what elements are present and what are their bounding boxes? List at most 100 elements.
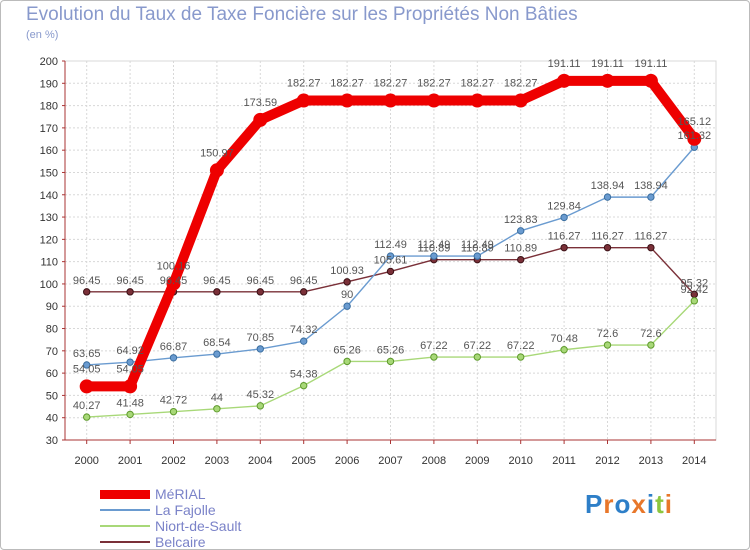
- x-tick-label: 2003: [205, 455, 229, 467]
- y-tick-label: 120: [40, 234, 58, 246]
- y-tick-label: 150: [40, 167, 58, 179]
- data-point: [430, 353, 438, 361]
- data-label: 96.45: [290, 275, 318, 287]
- data-point: [256, 402, 264, 410]
- data-point: [470, 93, 485, 108]
- data-label: 92.42: [681, 284, 709, 296]
- data-label: 45.32: [247, 389, 275, 401]
- logo-letter: i: [646, 489, 656, 519]
- chart-title: Evolution du Taux de Taxe Foncière sur l…: [26, 4, 578, 25]
- x-tick-label: 2004: [248, 455, 272, 467]
- data-point: [126, 288, 134, 296]
- data-label: 72.6: [640, 328, 661, 340]
- data-point: [126, 410, 134, 419]
- data-label: 165.12: [677, 116, 711, 128]
- y-tick-label: 160: [40, 145, 58, 157]
- data-point: [687, 131, 702, 146]
- data-label: 64.92: [116, 345, 144, 357]
- y-tick-label: 140: [40, 190, 58, 202]
- chart-unit-label: (en %): [26, 29, 59, 41]
- data-label: 182.27: [374, 78, 408, 90]
- data-point: [386, 267, 395, 276]
- legend-label: Niort-de-Sault: [155, 518, 242, 534]
- data-label: 96.45: [116, 275, 144, 287]
- y-tick-label: 200: [40, 56, 58, 68]
- x-tick-label: 2009: [465, 455, 489, 467]
- legend-swatch: [100, 525, 150, 527]
- data-label: 72.6: [597, 328, 618, 340]
- data-label: 100.93: [330, 265, 364, 277]
- legend-swatch: [100, 509, 150, 511]
- data-label: 96.45: [73, 275, 101, 287]
- data-point: [166, 276, 181, 291]
- y-tick-label: 60: [46, 368, 58, 380]
- x-tick-label: 2012: [595, 455, 619, 467]
- y-tick-label: 170: [40, 123, 58, 135]
- data-point: [209, 163, 224, 178]
- data-point: [690, 297, 698, 305]
- data-label: 96.45: [247, 275, 275, 287]
- data-label: 116.27: [548, 231, 581, 243]
- data-label: 70.85: [247, 332, 275, 344]
- y-tick-label: 130: [40, 212, 58, 224]
- data-label: 112.49: [461, 239, 494, 251]
- data-label: 191.11: [634, 58, 667, 70]
- data-point: [560, 213, 568, 222]
- data-label: 112.49: [374, 239, 407, 251]
- data-point: [517, 255, 525, 264]
- data-label: 66.87: [160, 341, 188, 353]
- data-point: [169, 407, 178, 416]
- data-label: 65.26: [333, 344, 361, 356]
- data-point: [560, 243, 568, 252]
- data-label: 67.22: [507, 340, 535, 352]
- data-label: 173.59: [243, 97, 277, 109]
- legend-label: Belcaire: [155, 534, 206, 550]
- data-label: 123.83: [504, 214, 538, 226]
- data-label: 67.22: [420, 340, 448, 352]
- data-point: [123, 379, 138, 394]
- y-tick-label: 30: [46, 435, 58, 447]
- data-point: [603, 193, 612, 201]
- logo-letter: P: [585, 489, 604, 519]
- x-tick-label: 2008: [422, 455, 446, 467]
- data-label: 116.27: [591, 231, 624, 243]
- data-label: 54.05: [116, 363, 144, 375]
- y-tick-label: 90: [46, 301, 58, 313]
- data-label: 116.27: [634, 231, 667, 243]
- data-point: [647, 193, 655, 201]
- data-point: [300, 381, 308, 390]
- data-point: [83, 413, 91, 421]
- data-point: [603, 243, 612, 252]
- data-point: [473, 252, 481, 260]
- y-tick-label: 180: [40, 101, 58, 113]
- data-point: [256, 288, 264, 296]
- data-label: 191.11: [591, 58, 624, 70]
- data-point: [643, 73, 658, 88]
- data-point: [253, 112, 268, 127]
- data-label: 70.48: [550, 333, 578, 345]
- data-point: [343, 357, 351, 366]
- data-label: 182.27: [287, 78, 321, 90]
- data-label: 138.94: [591, 180, 625, 192]
- legend-swatch: [100, 490, 150, 499]
- x-tick-label: 2014: [682, 455, 706, 467]
- y-tick-label: 100: [40, 279, 58, 291]
- data-point: [386, 357, 395, 366]
- data-label: 112.49: [417, 239, 450, 251]
- data-label: 42.72: [160, 395, 188, 407]
- data-label: 150.97: [200, 147, 234, 159]
- data-point: [126, 358, 134, 366]
- data-point: [169, 354, 178, 362]
- logo-letter: i: [664, 489, 673, 519]
- legend-label: La Fajolle: [155, 502, 216, 518]
- x-tick-label: 2007: [378, 455, 402, 467]
- x-tick-label: 2011: [552, 455, 576, 467]
- data-label: 182.27: [330, 78, 364, 90]
- x-tick-label: 2006: [335, 455, 359, 467]
- data-label: 100.16: [157, 261, 191, 273]
- y-tick-label: 40: [46, 413, 58, 425]
- x-tick-label: 2010: [508, 455, 532, 467]
- data-point: [647, 341, 655, 349]
- data-point: [647, 243, 655, 252]
